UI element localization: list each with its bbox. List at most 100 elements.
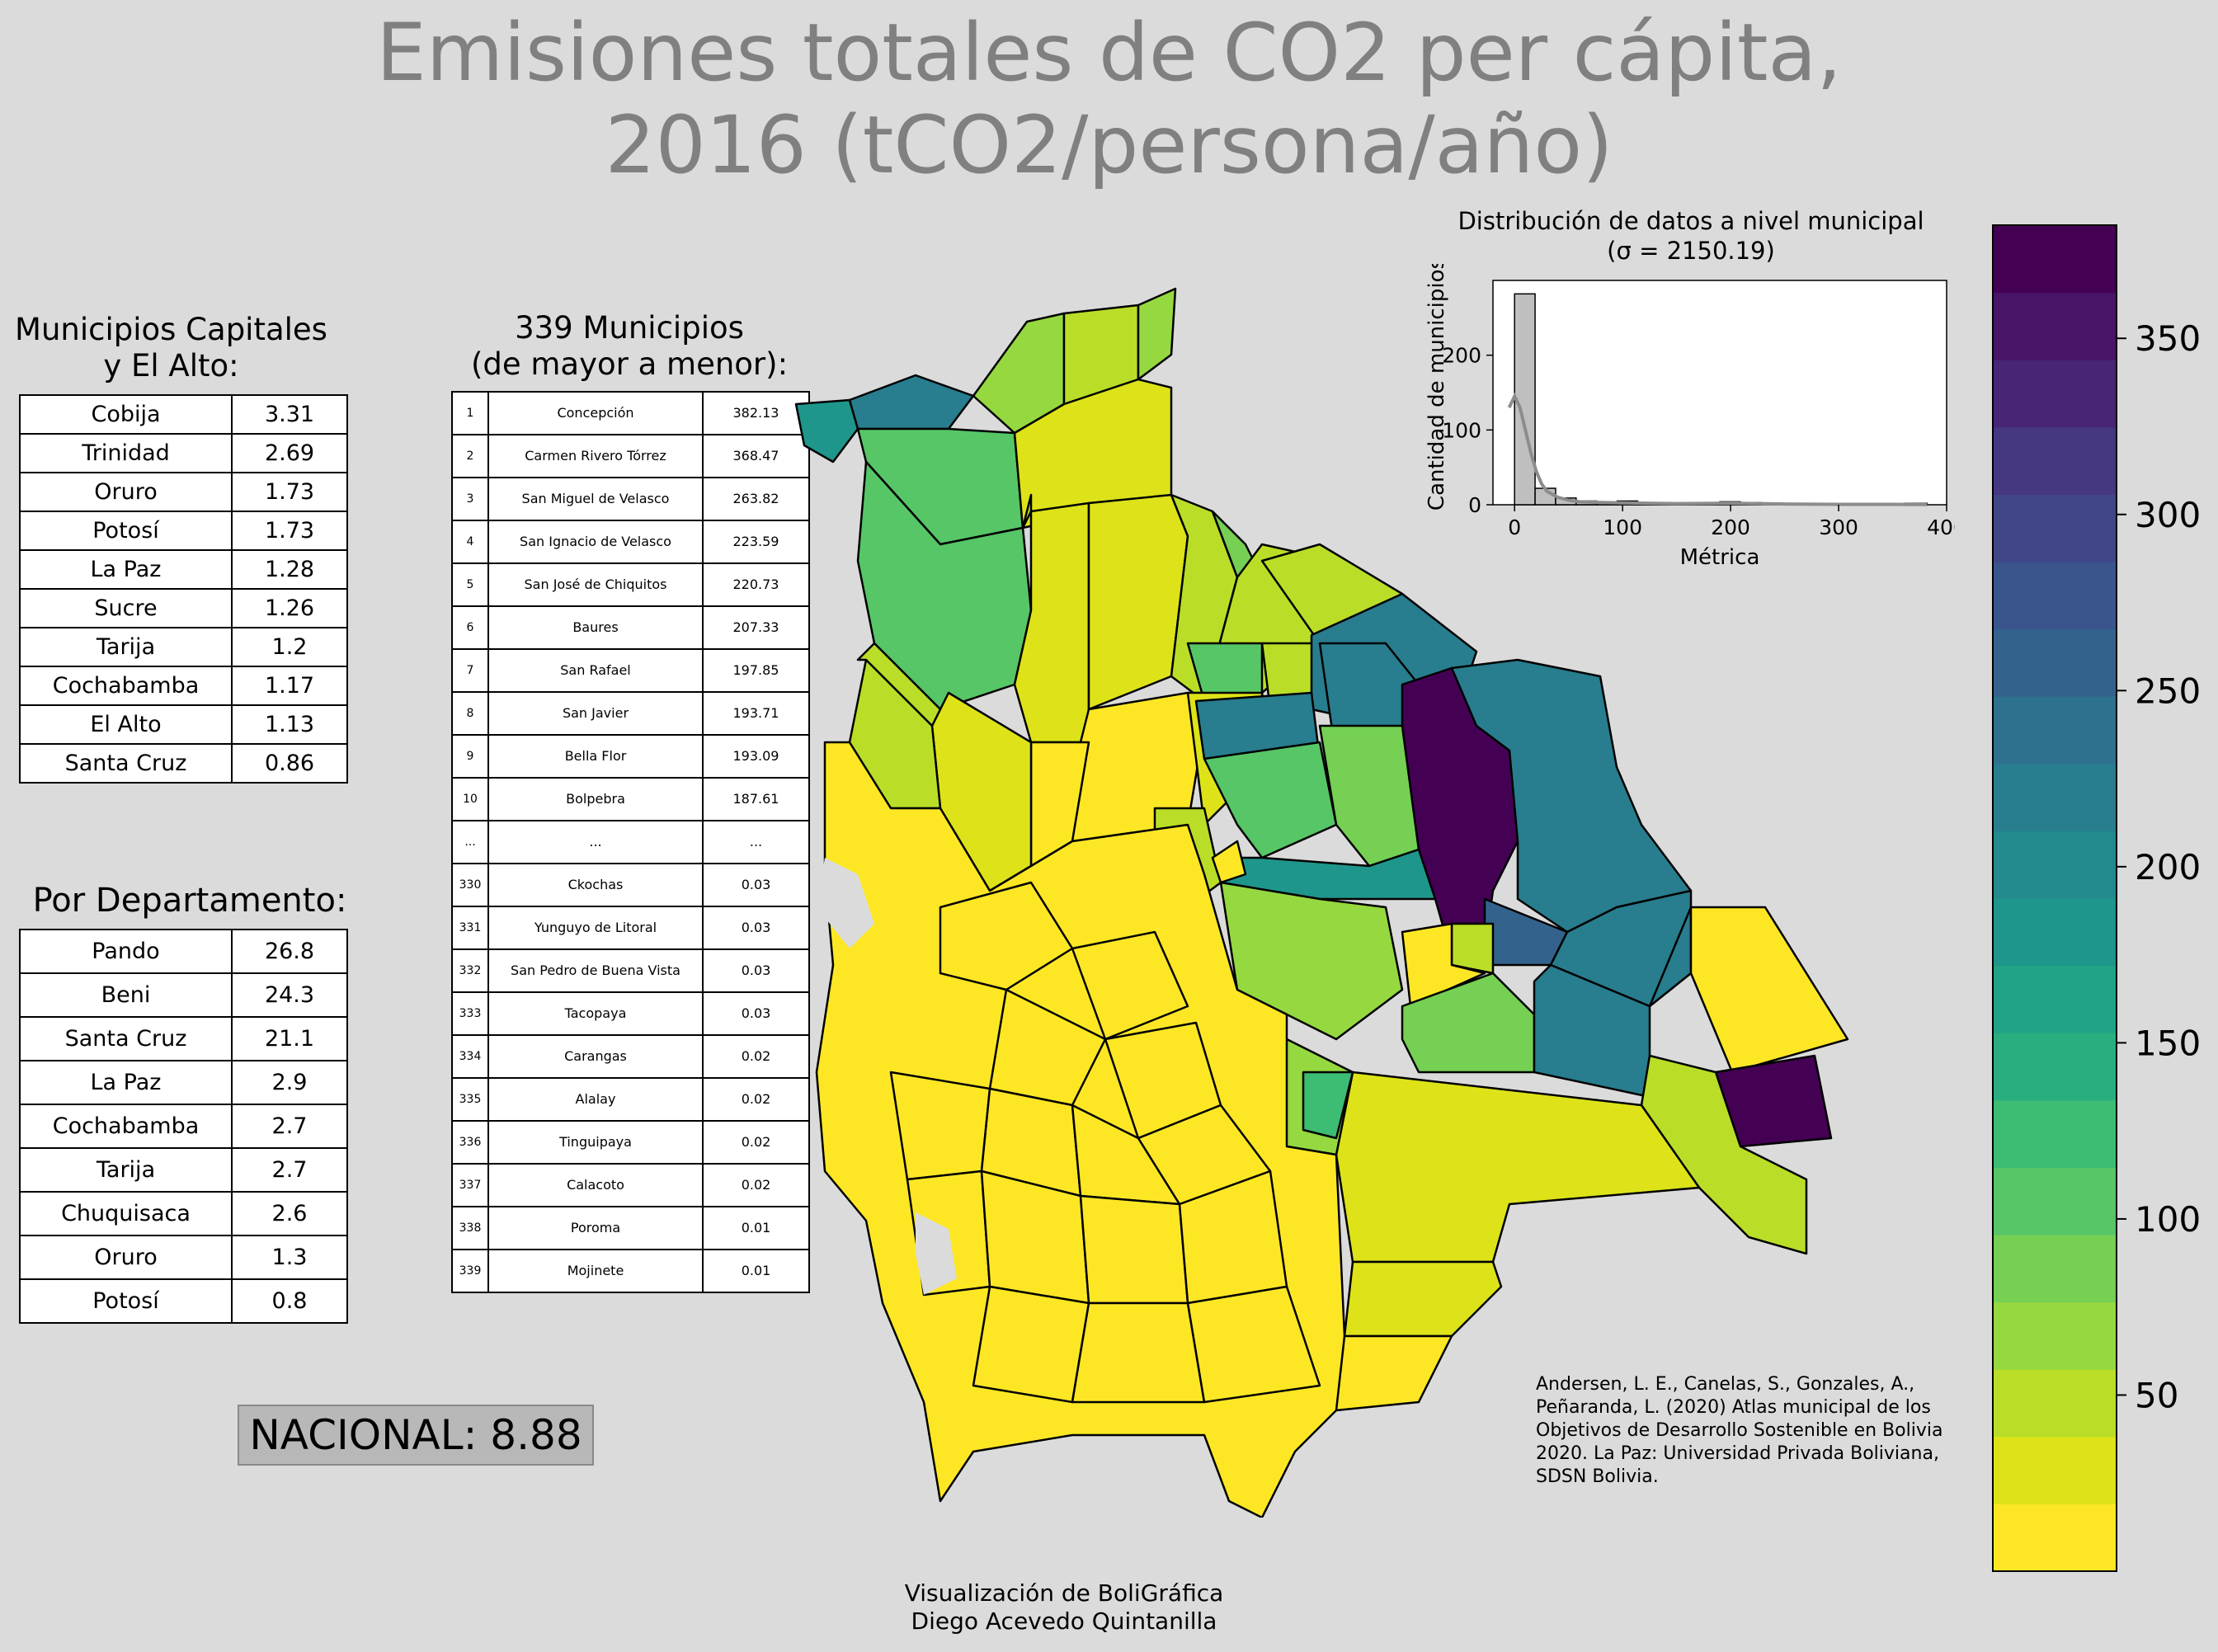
- department-row-name: La Paz: [19, 1060, 233, 1105]
- colorbar-segment: [1993, 628, 2117, 697]
- colorbar-segment: [1993, 696, 2117, 765]
- capitals-heading-line-1: Municipios Capitales: [15, 312, 327, 347]
- department-row: Chuquisaca 2.6: [19, 1191, 348, 1236]
- capital-row: Santa Cruz 0.86: [19, 743, 348, 784]
- capital-row-value: 1.13: [231, 704, 348, 745]
- capital-row-value: 1.17: [231, 666, 348, 706]
- municipality-row: 332 San Pedro de Buena Vista 0.03: [451, 948, 810, 993]
- municipality-row: 10 Bolpebra 187.61: [451, 777, 810, 821]
- municipalities-heading: 339 Municipios (de mayor a menor):: [452, 310, 807, 383]
- municipality-row-value: 0.02: [702, 1120, 810, 1165]
- capital-row-name: Santa Cruz: [19, 743, 233, 784]
- capital-row-value: 1.73: [231, 472, 348, 512]
- colorbar-segment: [1993, 1369, 2117, 1438]
- colorbar-segment: [1993, 898, 2117, 967]
- colorbar-segment: [1993, 225, 2117, 294]
- department-row: La Paz 2.9: [19, 1060, 348, 1105]
- capital-row-value: 0.86: [231, 743, 348, 784]
- capital-row-value: 1.2: [231, 627, 348, 667]
- municipality-row-value: 0.02: [702, 1163, 810, 1207]
- municipality-row-value: 220.73: [702, 562, 810, 607]
- municipality-row-name: Baures: [487, 605, 704, 650]
- municipality-row-value: 197.85: [702, 648, 810, 693]
- department-row-value: 2.7: [231, 1147, 348, 1193]
- department-row-value: 2.9: [231, 1060, 348, 1105]
- capital-row-name: Cobija: [19, 394, 233, 435]
- page-title: Emisiones totales de CO2 per cápita, 201…: [0, 7, 2218, 191]
- municipality-row-rank: ...: [451, 820, 489, 864]
- department-row-value: 26.8: [231, 929, 348, 974]
- department-row-name: Oruro: [19, 1235, 233, 1280]
- histogram-x-axis-label: Métrica: [1680, 545, 1760, 570]
- colorbar-segment: [1993, 965, 2117, 1033]
- municipality-row-value: 207.33: [702, 605, 810, 650]
- department-row-value: 1.3: [231, 1235, 348, 1280]
- histogram-x-tick-label: 200: [1711, 515, 1750, 539]
- municipality-row: 336 Tinguipaya 0.02: [451, 1120, 810, 1165]
- department-row-name: Potosí: [19, 1278, 233, 1324]
- capital-row-value: 1.26: [231, 588, 348, 628]
- municipality-row-name: Poroma: [487, 1206, 704, 1250]
- map-region-pando-c: [1137, 287, 1177, 381]
- municipality-row-name: Carangas: [487, 1034, 704, 1079]
- capital-row-value: 2.69: [231, 433, 348, 473]
- municipality-row-value: 0.01: [702, 1249, 810, 1293]
- choropleth-map: [794, 287, 1849, 1518]
- department-row-value: 2.6: [231, 1191, 348, 1236]
- municipality-row-name: San Ignacio de Velasco: [487, 520, 704, 564]
- municipality-row-rank: 333: [451, 991, 489, 1036]
- histogram-y-tick-label: 0: [1468, 493, 1481, 517]
- municipality-row-name: Alalay: [487, 1077, 704, 1122]
- municipality-row-name: Ckochas: [487, 863, 704, 907]
- municipality-row: 2 Carmen Rivero Tórrez 368.47: [451, 434, 810, 478]
- histogram-y-tick-label: 100: [1442, 418, 1481, 442]
- municipality-row-rank: 335: [451, 1077, 489, 1122]
- colorbar-tick-label: 300: [2135, 495, 2201, 535]
- colorbar-tick-label: 200: [2135, 847, 2201, 887]
- capital-row-name: Oruro: [19, 472, 233, 512]
- histogram-x-tick-label: 100: [1603, 515, 1642, 539]
- municipality-row: 3 San Miguel de Velasco 263.82: [451, 477, 810, 521]
- capitals-table: Cobija 3.31 Trinidad 2.69 Oruro 1.73 Potosí 1.7…: [19, 394, 348, 784]
- municipality-row-name: Carmen Rivero Tórrez: [487, 434, 704, 478]
- municipality-row-rank: 334: [451, 1034, 489, 1079]
- map-region-sc-c: [1318, 724, 1420, 868]
- histogram-bar: [1514, 293, 1536, 506]
- colorbar-tick-label: 100: [2135, 1199, 2201, 1240]
- colorbar-tick-label: 350: [2135, 318, 2201, 359]
- department-row-name: Chuquisaca: [19, 1191, 233, 1236]
- capital-row: Sucre 1.26: [19, 588, 348, 628]
- colorbar-segment: [1993, 426, 2117, 495]
- capital-row: Cobija 3.31: [19, 394, 348, 435]
- capitals-heading: Municipios Capitales y El Alto:: [0, 312, 342, 384]
- map-region-santa-cruz-city: [1211, 840, 1247, 884]
- histogram-y-tick-label: 200: [1442, 344, 1481, 368]
- histogram-chart: 0 100 200 300 400 0 100 200 Métrica Cantidad de m…: [1425, 264, 1955, 570]
- municipality-row-value: 0.02: [702, 1034, 810, 1079]
- municipality-row-name: Bella Flor: [487, 734, 704, 779]
- map-region-bolpebra: [794, 398, 859, 464]
- capitals-heading-line-2: y El Alto:: [103, 348, 239, 384]
- department-row-name: Pando: [19, 929, 233, 974]
- map-region-andes-detail-b: [1071, 930, 1189, 1041]
- colorbar-segment: [1993, 1235, 2117, 1303]
- municipality-row: .........: [451, 820, 810, 864]
- municipality-row: 334 Carangas 0.02: [451, 1034, 810, 1079]
- credit-line-2: Diego Acevedo Quintanilla: [911, 1607, 1217, 1635]
- department-row-value: 21.1: [231, 1016, 348, 1061]
- municipality-row: 330 Ckochas 0.03: [451, 863, 810, 907]
- map-region-sc-i: [1401, 922, 1486, 1008]
- municipality-row-value: ...: [702, 820, 810, 864]
- histogram-x-tick-label: 400: [1927, 515, 1955, 539]
- colorbar-segment: [1993, 1099, 2117, 1168]
- municipality-row-value: 223.59: [702, 520, 810, 564]
- municipality-row-name: Bolpebra: [487, 777, 704, 821]
- department-row-value: 0.8: [231, 1278, 348, 1324]
- title-line-1: Emisiones totales de CO2 per cápita,: [376, 7, 1842, 99]
- map-region-beni-west: [856, 642, 942, 727]
- departments-heading: Por Departamento:: [32, 882, 347, 920]
- map-region-andes-detail-n: [1071, 1301, 1206, 1404]
- municipality-row-rank: 338: [451, 1206, 489, 1250]
- municipality-row-name: Mojinete: [487, 1249, 704, 1293]
- municipality-row-name: Tinguipaya: [487, 1120, 704, 1165]
